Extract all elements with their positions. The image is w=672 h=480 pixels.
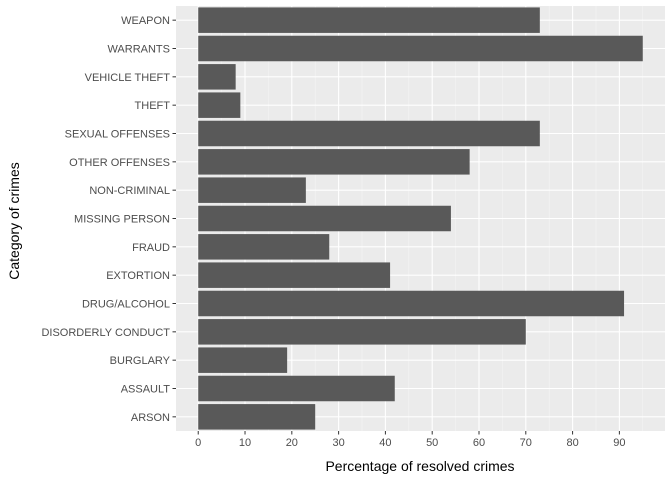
bar-missing-person bbox=[198, 205, 451, 232]
y-tick-label: MISSING PERSON bbox=[74, 214, 170, 226]
x-tick-label: 40 bbox=[379, 437, 391, 449]
y-axis-title: Category of crimes bbox=[6, 162, 22, 279]
y-tick-label: SEXUAL OFFENSES bbox=[65, 129, 170, 141]
y-tick-label: THEFT bbox=[135, 100, 171, 112]
bar-theft bbox=[198, 92, 241, 118]
x-tick-label: 20 bbox=[286, 437, 298, 449]
y-tick-label: ARSON bbox=[131, 412, 170, 424]
y-tick-label: WARRANTS bbox=[107, 44, 170, 56]
x-tick-label: 0 bbox=[195, 437, 201, 449]
x-tick-label: 50 bbox=[426, 437, 438, 449]
y-tick-label: OTHER OFFENSES bbox=[69, 157, 170, 169]
bar-arson bbox=[198, 404, 316, 430]
x-tick-label: 70 bbox=[520, 437, 532, 449]
y-tick-label: DRUG/ALCOHOL bbox=[82, 299, 170, 311]
bar-disorderly-conduct bbox=[198, 319, 526, 345]
y-tick-label: VEHICLE THEFT bbox=[85, 72, 171, 84]
bar-non-criminal bbox=[198, 177, 306, 203]
bar-drug-alcohol bbox=[198, 290, 625, 317]
y-tick-label: NON-CRIMINAL bbox=[89, 185, 170, 197]
y-tick-label: EXTORTION bbox=[106, 270, 170, 282]
bar-fraud bbox=[198, 234, 330, 260]
x-tick-label: 80 bbox=[566, 437, 578, 449]
bar-other-offenses bbox=[198, 149, 470, 175]
x-tick-label: 90 bbox=[613, 437, 625, 449]
y-tick-label: WEAPON bbox=[121, 15, 170, 27]
bar-vehicle-theft bbox=[198, 64, 236, 90]
bar-warrants bbox=[198, 35, 643, 62]
x-tick-label: 60 bbox=[473, 437, 485, 449]
bar-extortion bbox=[198, 262, 391, 288]
bar-burglary bbox=[198, 347, 288, 373]
x-axis: 0 10 20 30 40 50 60 70 80 90 bbox=[195, 431, 626, 449]
y-tick-label: DISORDERLY CONDUCT bbox=[41, 327, 170, 339]
bar-weapon bbox=[198, 7, 540, 33]
bar-assault bbox=[198, 375, 395, 402]
x-tick-label: 30 bbox=[332, 437, 344, 449]
bars bbox=[198, 7, 643, 430]
y-tick-label: FRAUD bbox=[132, 242, 170, 254]
x-axis-title: Percentage of resolved crimes bbox=[325, 458, 514, 474]
y-axis: ARSON ASSAULT BURGLARY DISORDERLY CONDUCT DR… bbox=[41, 15, 176, 424]
y-tick-label: ASSAULT bbox=[121, 384, 171, 396]
x-tick-label: 10 bbox=[239, 437, 251, 449]
y-tick-label: BURGLARY bbox=[110, 355, 171, 367]
bar-sexual-offenses bbox=[198, 120, 540, 147]
